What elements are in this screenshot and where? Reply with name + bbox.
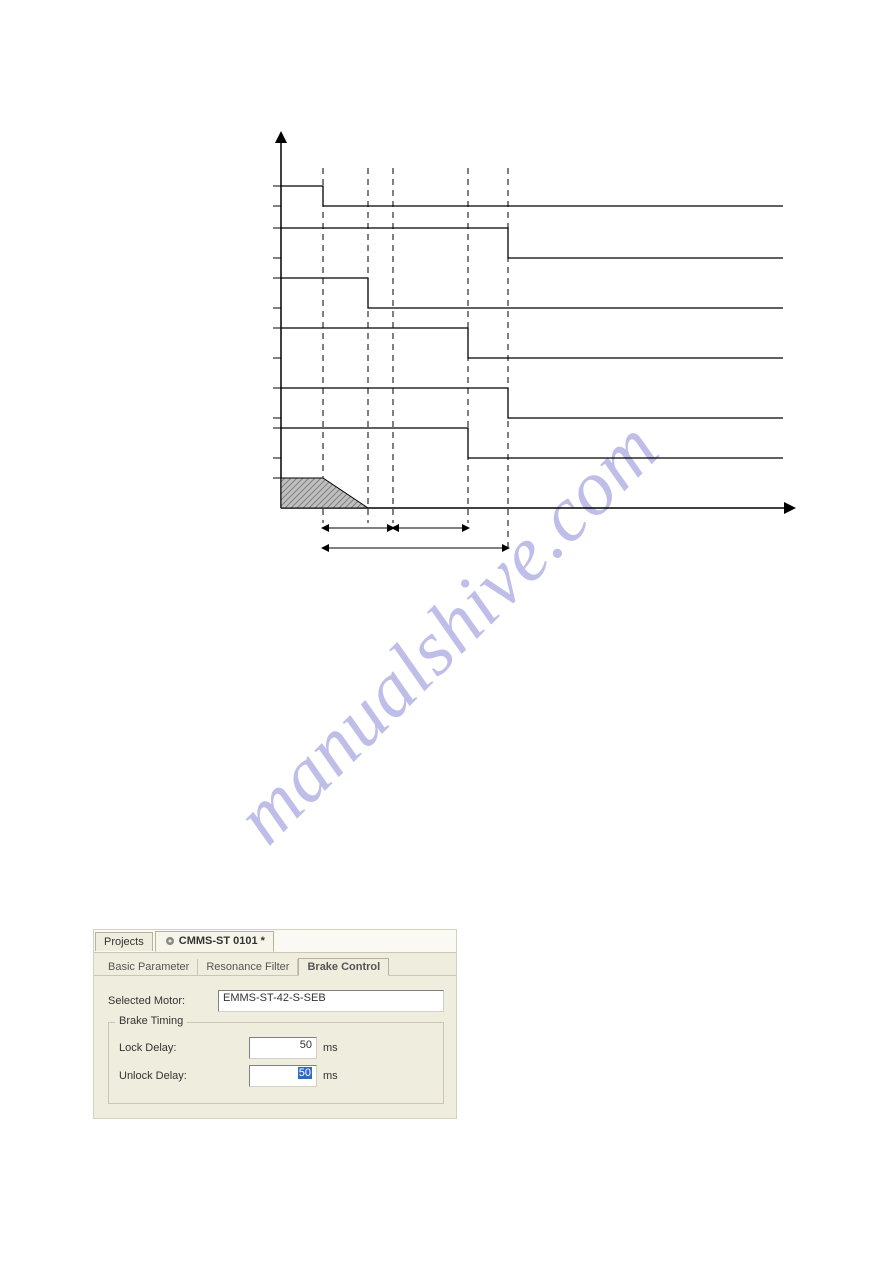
lock-delay-input[interactable]: 50: [249, 1037, 317, 1059]
signal-1: [281, 186, 783, 206]
signal-4: [281, 328, 783, 358]
signal-6: [281, 428, 783, 458]
tab-basic-parameter[interactable]: Basic Parameter: [100, 959, 198, 975]
brake-timing-legend: Brake Timing: [115, 1015, 187, 1027]
lock-delay-unit: ms: [323, 1042, 338, 1054]
signal-3: [281, 278, 783, 308]
unlock-delay-unit: ms: [323, 1070, 338, 1082]
signal-5: [281, 388, 783, 418]
brake-timing-group: Brake Timing Lock Delay: 50 ms Unlock De…: [108, 1022, 444, 1104]
tab-projects[interactable]: Projects: [95, 932, 153, 951]
panel-body: Selected Motor: EMMS-ST-42-S-SEB Brake T…: [94, 976, 456, 1118]
project-tab-row: Projects CMMS-ST 0101 *: [94, 930, 456, 953]
projects-tab-label: Projects: [104, 936, 144, 948]
selected-motor-label: Selected Motor:: [108, 995, 218, 1007]
speed-ramp-area: [281, 478, 368, 508]
param-tab-row: Basic Parameter Resonance Filter Brake C…: [94, 953, 456, 976]
project-icon: [164, 935, 176, 947]
timing-diagram: [263, 128, 803, 558]
unlock-delay-value: 50: [298, 1067, 312, 1079]
active-project-label: CMMS-ST 0101 *: [179, 935, 265, 947]
lock-delay-label: Lock Delay:: [119, 1042, 249, 1054]
tab-brake-control[interactable]: Brake Control: [298, 958, 389, 976]
unlock-delay-label: Unlock Delay:: [119, 1070, 249, 1082]
brake-control-panel: Projects CMMS-ST 0101 * Basic Parameter …: [93, 929, 457, 1119]
unlock-delay-input[interactable]: 50: [249, 1065, 317, 1087]
selected-motor-field[interactable]: EMMS-ST-42-S-SEB: [218, 990, 444, 1012]
tab-active-project[interactable]: CMMS-ST 0101 *: [155, 931, 274, 952]
tab-resonance-filter[interactable]: Resonance Filter: [198, 959, 298, 975]
signal-2: [281, 228, 783, 258]
